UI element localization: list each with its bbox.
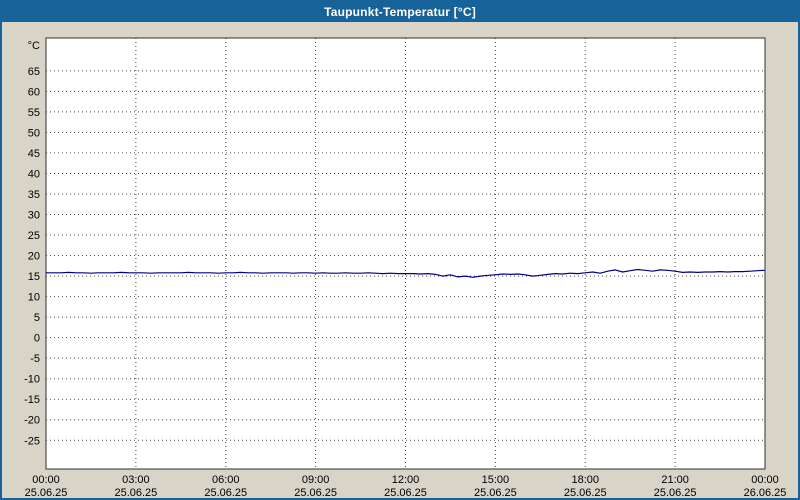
title-bar: Taupunkt-Temperatur [°C]	[2, 2, 798, 22]
chart-plot: -25 -20 -15 -10 -5 0 5 10 15 20 25 30 35 40 45 50 55 60 65…	[24, 37, 787, 499]
window-title: Taupunkt-Temperatur [°C]	[324, 5, 476, 19]
x-tick-date-label: 25.06.25	[564, 487, 607, 499]
x-tick-date-label: 25.06.25	[654, 487, 697, 499]
x-tick-time-label: 15:00	[482, 474, 510, 486]
y-tick-label: 25	[28, 230, 40, 242]
y-tick-label: -5	[30, 353, 40, 365]
y-tick-label: 60	[28, 86, 40, 98]
y-tick-label: 50	[28, 127, 40, 139]
x-tick-date-label: 25.06.25	[384, 487, 427, 499]
y-tick-label: 35	[28, 189, 40, 201]
series-line-taupunkt-temperatur	[46, 268, 766, 278]
y-tick-label: -20	[24, 415, 40, 427]
y-tick-label: 55	[28, 107, 40, 119]
y-tick-label: 40	[28, 168, 40, 180]
y-tick-label: 10	[28, 292, 40, 304]
y-tick-label: 5	[34, 312, 40, 324]
x-tick-date-label: 25.06.25	[294, 487, 337, 499]
y-axis-unit-label: °C	[28, 40, 40, 52]
y-tick-label: -10	[24, 374, 40, 386]
x-tick-time-label: 18:00	[571, 474, 599, 486]
x-tick-time-label: 09:00	[302, 474, 330, 486]
x-tick-time-label: 03:00	[122, 474, 150, 486]
x-tick-date-label: 25.06.25	[25, 487, 68, 499]
x-tick-time-label: 00:00	[32, 474, 60, 486]
x-tick-date-label: 25.06.25	[474, 487, 517, 499]
y-tick-label: 20	[28, 251, 40, 263]
y-tick-label: 65	[28, 66, 40, 78]
y-tick-label: -15	[24, 394, 40, 406]
y-tick-label: 0	[34, 333, 40, 345]
x-tick-time-label: 12:00	[392, 474, 420, 486]
y-tick-label: 15	[28, 271, 40, 283]
y-tick-label: 30	[28, 210, 40, 222]
plot-background	[46, 38, 765, 469]
x-tick-time-label: 21:00	[661, 474, 689, 486]
x-tick-date-label: 25.06.25	[114, 487, 157, 499]
y-tick-label: 45	[28, 148, 40, 160]
x-tick-time-label: 00:00	[751, 474, 779, 486]
y-tick-label: -25	[24, 435, 40, 447]
x-tick-date-label: 26.06.25	[744, 487, 787, 499]
x-tick-date-label: 25.06.25	[204, 487, 247, 499]
x-tick-time-label: 06:00	[212, 474, 240, 486]
plot-border	[45, 37, 766, 470]
